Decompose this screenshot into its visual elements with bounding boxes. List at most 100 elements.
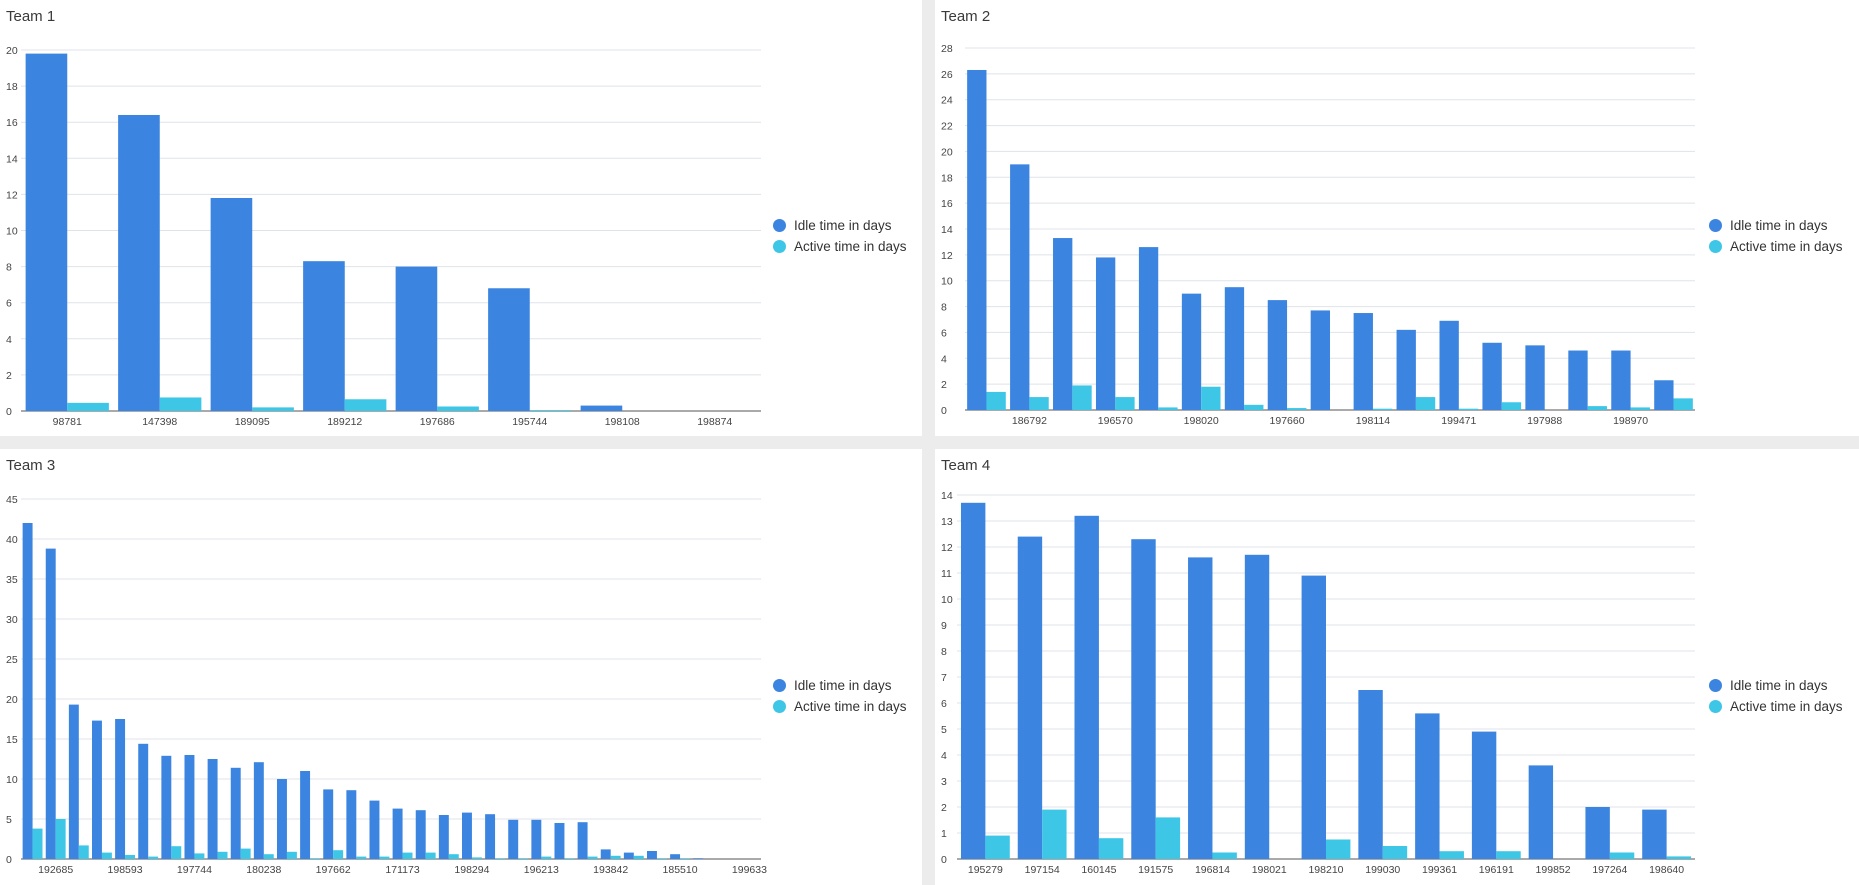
y-tick-label: 20 bbox=[6, 45, 18, 57]
legend-item-idle[interactable]: Idle time in days bbox=[773, 215, 907, 236]
y-tick-label: 0 bbox=[941, 854, 947, 866]
chart-title: Team 1 bbox=[6, 8, 56, 25]
active-bar bbox=[67, 402, 109, 411]
idle-bar bbox=[670, 854, 681, 859]
active-bar bbox=[448, 854, 459, 859]
y-tick-label: 2 bbox=[941, 379, 947, 391]
y-tick-label: 4 bbox=[6, 334, 12, 346]
active-swatch-icon bbox=[773, 240, 786, 253]
team-2-panel: Team 2 0 2 4 6 8 10 12 14 16 18 20 22 24 26 28 186792 19… bbox=[935, 0, 1859, 436]
x-tick-label: 198294 bbox=[454, 864, 489, 876]
x-tick-label: 189095 bbox=[235, 416, 270, 428]
idle-bar bbox=[600, 849, 611, 859]
idle-bar bbox=[230, 767, 241, 859]
x-tick-label: 198874 bbox=[697, 416, 732, 428]
active-bar bbox=[1609, 852, 1635, 859]
active-bar bbox=[471, 857, 482, 859]
idle-bar bbox=[138, 743, 149, 859]
y-tick-label: 35 bbox=[6, 574, 18, 586]
idle-bar bbox=[323, 789, 334, 859]
active-bar bbox=[55, 819, 66, 859]
idle-bar bbox=[623, 852, 634, 859]
idle-bar bbox=[1095, 257, 1116, 410]
idle-bar bbox=[184, 755, 195, 859]
idle-bar bbox=[1224, 287, 1245, 410]
active-bar bbox=[344, 399, 387, 411]
legend-item-active[interactable]: Active time in days bbox=[773, 696, 907, 717]
idle-bar bbox=[1188, 557, 1213, 859]
x-tick-label: 198640 bbox=[1649, 864, 1684, 876]
legend-item-active[interactable]: Active time in days bbox=[1709, 236, 1843, 257]
legend-label-active: Active time in days bbox=[1730, 239, 1843, 254]
y-tick-label: 0 bbox=[6, 406, 12, 418]
active-bar bbox=[1072, 385, 1092, 410]
y-tick-label: 24 bbox=[941, 95, 953, 107]
y-tick-label: 7 bbox=[941, 672, 947, 684]
legend-label-active: Active time in days bbox=[1730, 699, 1843, 714]
x-tick-label: 196814 bbox=[1195, 864, 1230, 876]
active-bar bbox=[1496, 851, 1521, 859]
y-tick-label: 20 bbox=[6, 694, 18, 706]
idle-bar bbox=[1439, 320, 1459, 410]
legend-item-active[interactable]: Active time in days bbox=[1709, 696, 1843, 717]
active-bar bbox=[1155, 817, 1181, 859]
legend-item-idle[interactable]: Idle time in days bbox=[1709, 215, 1843, 236]
y-tick-label: 45 bbox=[6, 494, 18, 506]
y-tick-label: 12 bbox=[6, 189, 18, 201]
idle-bar bbox=[276, 779, 287, 859]
x-tick-label: 197154 bbox=[1025, 864, 1060, 876]
idle-bar bbox=[1138, 247, 1159, 410]
x-tick-label: 195279 bbox=[968, 864, 1003, 876]
x-tick-label: 199471 bbox=[1441, 415, 1476, 427]
active-bar bbox=[125, 855, 136, 859]
y-tick-label: 10 bbox=[6, 774, 18, 786]
x-tick-label: 192685 bbox=[38, 864, 73, 876]
y-tick-label: 30 bbox=[6, 614, 18, 626]
idle-bar bbox=[300, 771, 311, 859]
y-tick-label: 6 bbox=[941, 327, 947, 339]
legend-item-idle[interactable]: Idle time in days bbox=[1709, 675, 1843, 696]
legend-label-idle: Idle time in days bbox=[794, 678, 892, 693]
active-bar bbox=[252, 407, 294, 411]
y-tick-label: 5 bbox=[6, 814, 12, 826]
legend-item-active[interactable]: Active time in days bbox=[773, 236, 907, 257]
idle-bar bbox=[395, 266, 438, 411]
idle-bar bbox=[1568, 350, 1588, 410]
y-tick-label: 10 bbox=[6, 226, 18, 238]
active-bar bbox=[1382, 846, 1408, 859]
active-bar bbox=[78, 845, 89, 859]
active-bar bbox=[1244, 404, 1264, 410]
idle-bar bbox=[1415, 713, 1440, 859]
y-tick-label: 16 bbox=[941, 198, 953, 210]
active-bar bbox=[263, 854, 274, 859]
y-tick-label: 2 bbox=[6, 370, 12, 382]
idle-swatch-icon bbox=[773, 679, 786, 692]
idle-bar bbox=[45, 548, 56, 859]
x-tick-label: 197662 bbox=[316, 864, 351, 876]
idle-bar bbox=[1053, 238, 1073, 410]
legend-item-idle[interactable]: Idle time in days bbox=[773, 675, 907, 696]
x-tick-label: 180238 bbox=[246, 864, 281, 876]
idle-bar bbox=[580, 405, 623, 411]
y-tick-label: 18 bbox=[6, 81, 18, 93]
idle-bar bbox=[1353, 313, 1373, 410]
y-tick-label: 14 bbox=[941, 224, 953, 236]
x-tick-label: 193842 bbox=[593, 864, 628, 876]
idle-bar bbox=[346, 790, 357, 859]
idle-swatch-icon bbox=[1709, 679, 1722, 692]
active-bar bbox=[1587, 406, 1607, 410]
idle-bar bbox=[1654, 380, 1674, 410]
x-tick-label: 199361 bbox=[1422, 864, 1457, 876]
x-tick-label: 198108 bbox=[605, 416, 640, 428]
x-tick-label: 198970 bbox=[1613, 415, 1648, 427]
y-tick-label: 14 bbox=[941, 490, 953, 502]
idle-bar bbox=[1301, 575, 1326, 859]
team-3-chart: 0 5 10 15 20 25 30 35 40 45 192685 198593 197744 1802… bbox=[6, 494, 767, 876]
active-swatch-icon bbox=[1709, 700, 1722, 713]
active-bar bbox=[310, 858, 321, 859]
idle-bar bbox=[1482, 342, 1502, 410]
idle-bar bbox=[210, 198, 253, 411]
idle-bar bbox=[415, 810, 426, 859]
y-tick-label: 25 bbox=[6, 654, 18, 666]
active-bar bbox=[564, 858, 575, 859]
